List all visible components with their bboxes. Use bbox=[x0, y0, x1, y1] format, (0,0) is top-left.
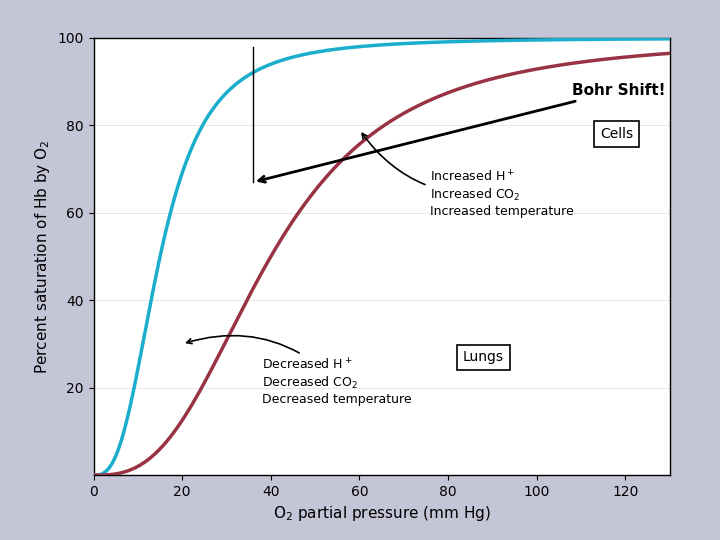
Text: Decreased H$^+$
Decreased CO$_2$
Decreased temperature: Decreased H$^+$ Decreased CO$_2$ Decreas… bbox=[186, 335, 412, 406]
Text: Increased H$^+$
Increased CO$_2$
Increased temperature: Increased H$^+$ Increased CO$_2$ Increas… bbox=[362, 133, 574, 218]
Text: Bohr Shift!: Bohr Shift! bbox=[258, 83, 665, 182]
Text: Cells: Cells bbox=[600, 127, 633, 141]
X-axis label: O$_2$ partial pressure (mm Hg): O$_2$ partial pressure (mm Hg) bbox=[273, 504, 490, 523]
Text: Lungs: Lungs bbox=[463, 350, 504, 364]
Y-axis label: Percent saturation of Hb by O$_2$: Percent saturation of Hb by O$_2$ bbox=[33, 139, 52, 374]
